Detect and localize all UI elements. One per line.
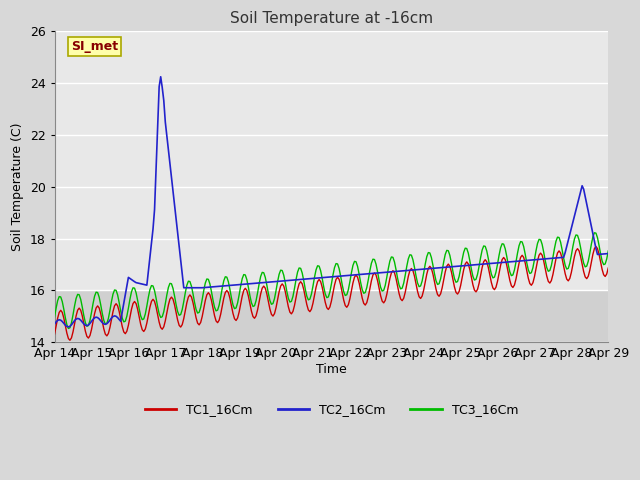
X-axis label: Time: Time	[316, 363, 347, 376]
Bar	[54, 290, 608, 342]
Title: Soil Temperature at -16cm: Soil Temperature at -16cm	[230, 11, 433, 26]
Text: SI_met: SI_met	[71, 40, 118, 53]
Y-axis label: Soil Temperature (C): Soil Temperature (C)	[11, 122, 24, 251]
Legend: TC1_16Cm, TC2_16Cm, TC3_16Cm: TC1_16Cm, TC2_16Cm, TC3_16Cm	[140, 398, 523, 421]
